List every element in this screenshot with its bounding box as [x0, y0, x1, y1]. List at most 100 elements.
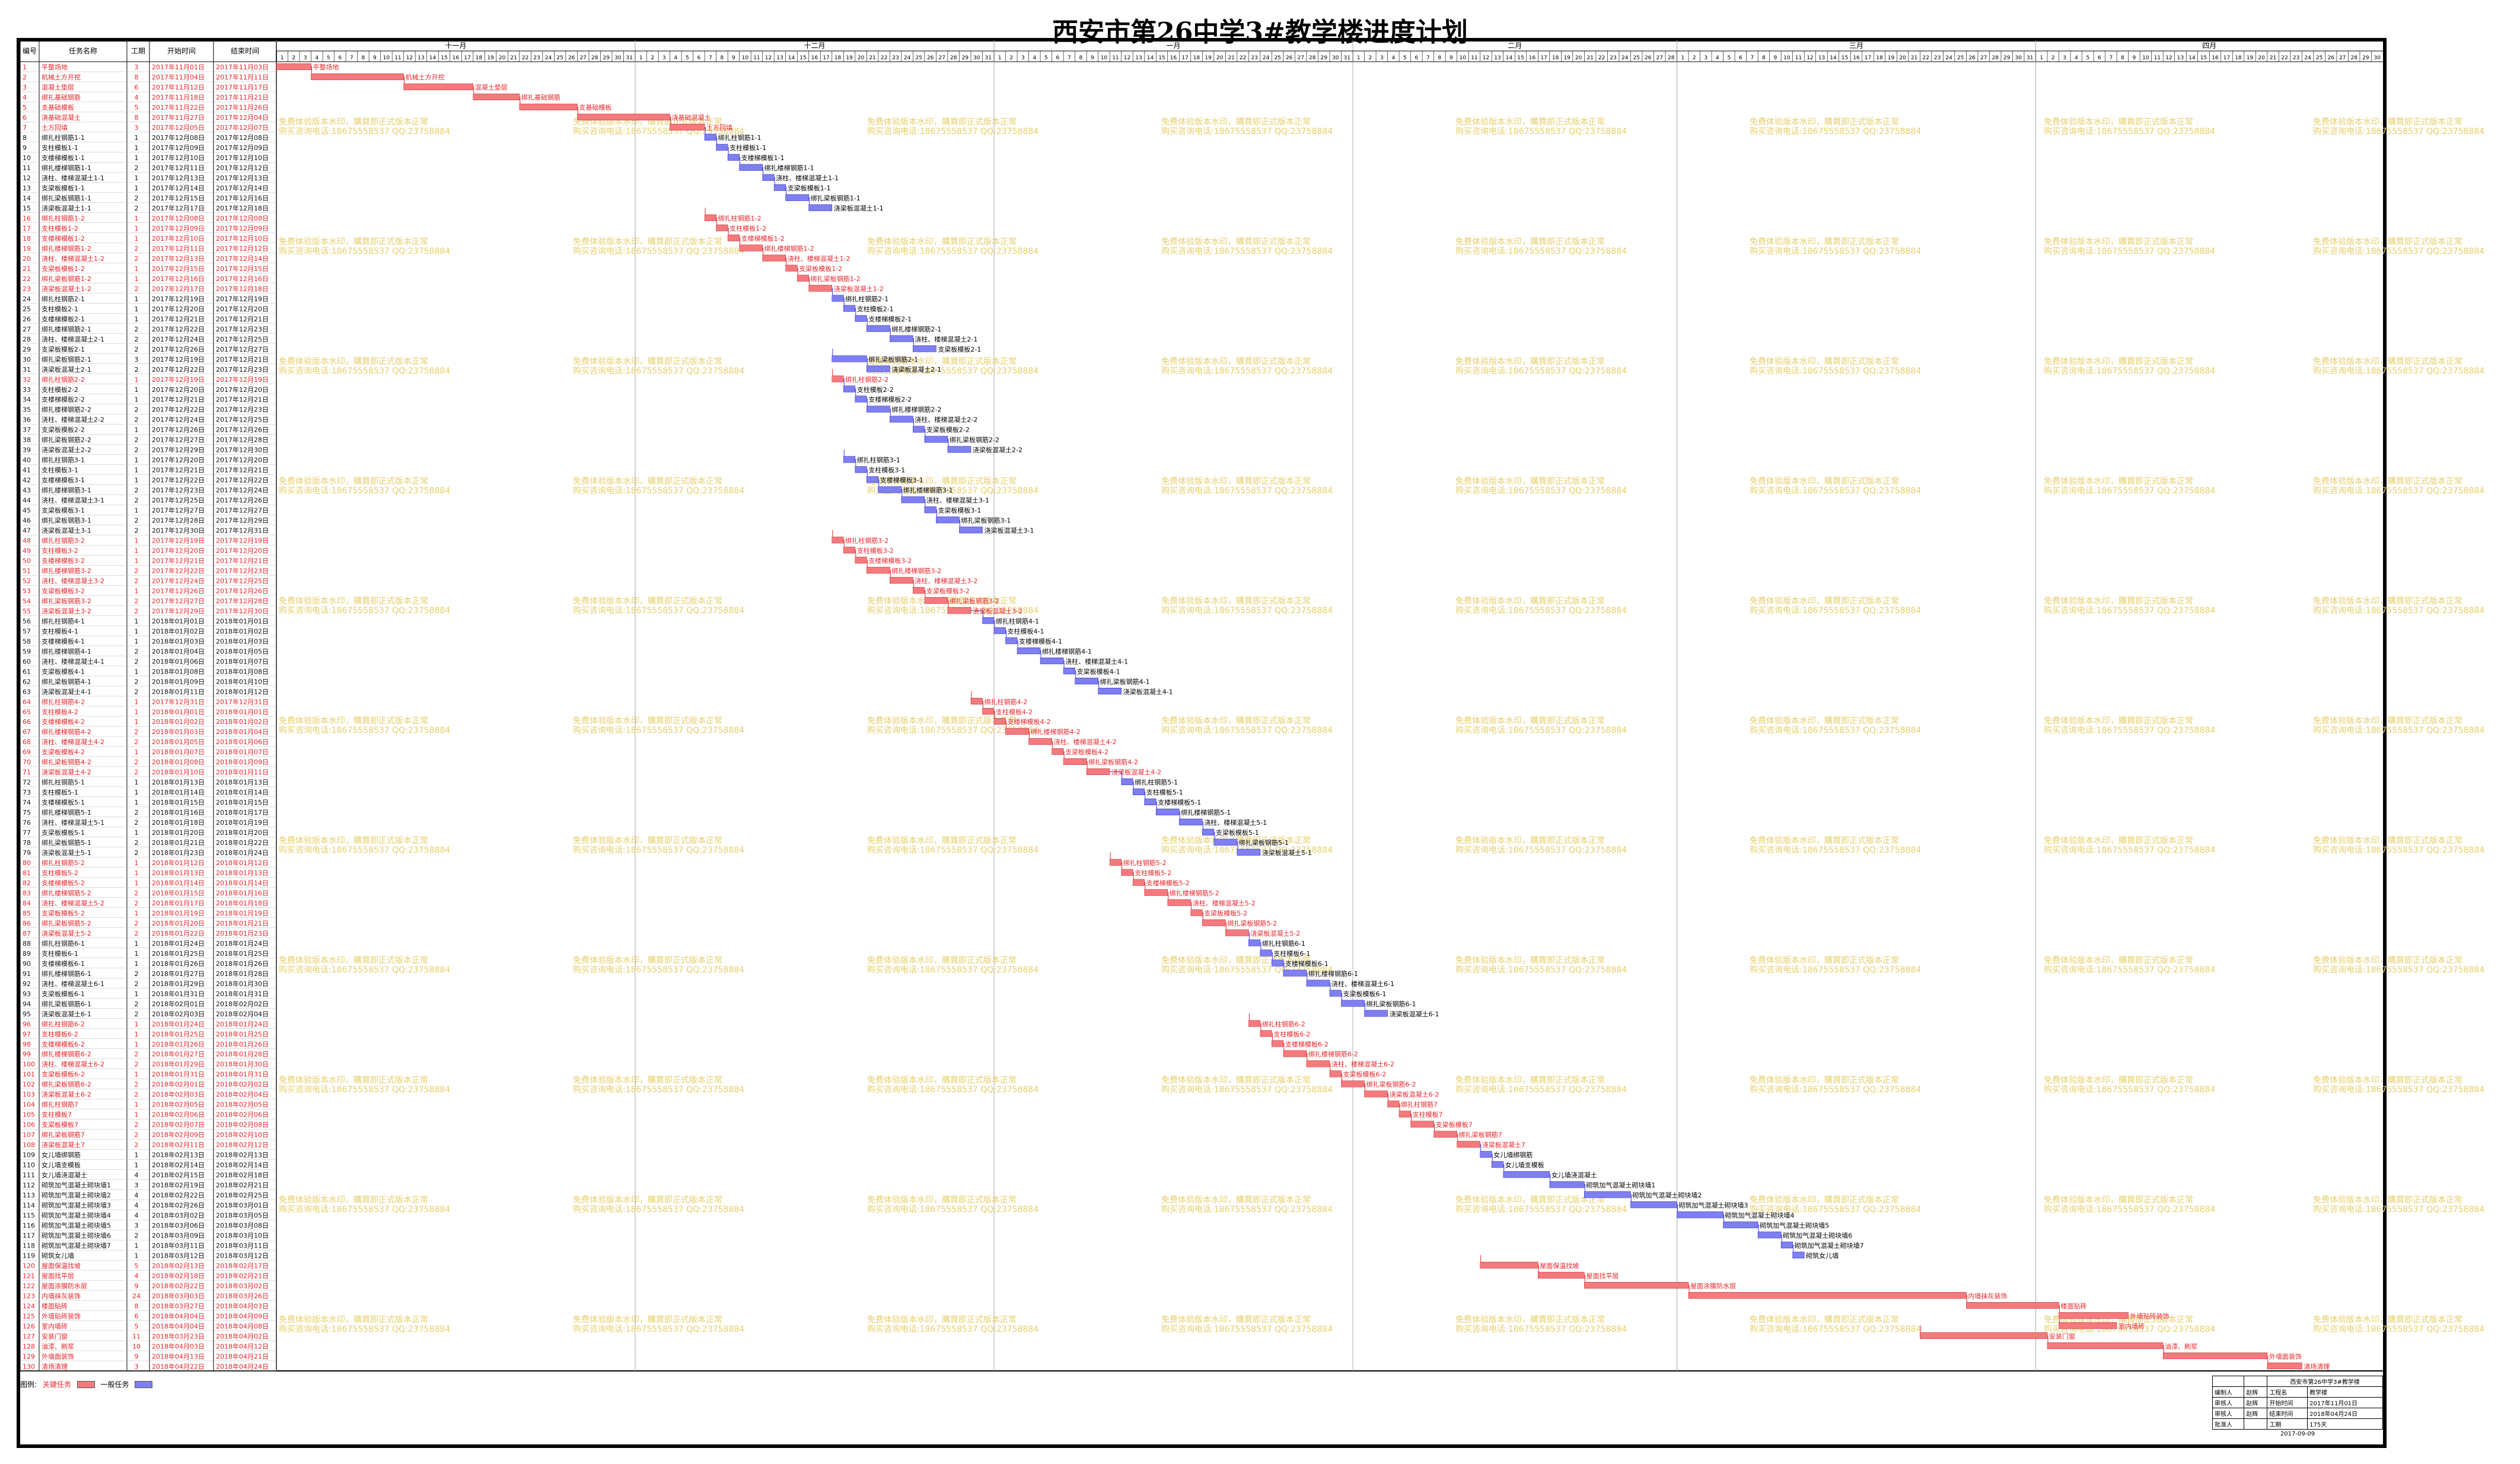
day-label: 11	[2154, 55, 2161, 61]
task-id: 51	[23, 567, 31, 575]
task-bar	[1144, 798, 1157, 805]
task-bar	[1364, 1090, 1388, 1098]
task-name: 混凝土垫层	[42, 83, 74, 91]
day-label: 12	[765, 55, 772, 61]
task-duration: 1	[135, 315, 139, 323]
task-start: 2017年12月14日	[152, 184, 205, 192]
task-id: 27	[23, 326, 31, 333]
task-duration: 4	[135, 1172, 139, 1179]
dependency-link	[2267, 1355, 2269, 1366]
task-duration: 1	[135, 144, 139, 152]
task-bar-label: 绑扎柱钢筋3-2	[845, 537, 888, 545]
task-end: 2018年01月22日	[216, 838, 269, 847]
task-duration: 3	[135, 1221, 139, 1229]
watermark-text: 免费体验版本水印，購買即正式版本正常	[2313, 1076, 2462, 1085]
dependency-link	[1399, 1103, 1400, 1114]
task-id: 73	[23, 789, 31, 796]
dependency-link	[866, 560, 868, 570]
task-bar	[866, 325, 890, 332]
task-bar	[1086, 768, 1110, 775]
task-bar-label: 支楼梯模板1-2	[741, 234, 785, 243]
dependency-link	[1410, 1114, 1412, 1124]
task-bar	[1005, 637, 1018, 645]
task-bar	[1260, 1030, 1272, 1037]
task-bar	[1063, 668, 1075, 675]
task-duration: 6	[135, 1312, 139, 1320]
task-duration: 1	[135, 275, 139, 283]
task-bar	[1306, 1060, 1330, 1067]
task-bar-label: 支梁板模板1-2	[799, 264, 842, 273]
task-id: 18	[23, 235, 31, 243]
dependency-link	[2047, 1335, 2049, 1346]
day-label: 25	[1633, 55, 1639, 61]
task-bar	[1202, 919, 1226, 926]
tb-cell: 开始时间	[2267, 1397, 2308, 1408]
day-label: 9	[2133, 55, 2136, 61]
task-name: 浇梁板混凝土1-1	[42, 204, 91, 212]
task-duration: 2	[135, 900, 139, 907]
day-label: 14	[1147, 55, 1154, 61]
watermark-text: 免费体验版本水印，購買即正式版本正常	[1750, 477, 1899, 486]
task-bar	[982, 617, 995, 624]
task-id: 114	[23, 1202, 35, 1210]
task-end: 2017年12月23日	[216, 365, 269, 374]
watermark-text: 购买咨询电话:18675558537 QQ:23758884	[2044, 127, 2215, 136]
task-bar	[901, 496, 925, 503]
watermark-text: 免费体验版本水印，購買即正式版本正常	[279, 597, 428, 606]
task-bar-label: 支楼梯模板6-2	[1285, 1040, 1329, 1048]
task-start: 2018年02月03日	[152, 1090, 205, 1099]
day-label: 21	[1586, 55, 1593, 61]
task-name: 外墙贴砖装饰	[42, 1312, 81, 1320]
month-label: 一月	[1167, 42, 1181, 50]
task-id: 74	[23, 799, 31, 806]
day-label: 17	[1540, 55, 1547, 61]
task-name: 绑扎楼梯钢筋5-2	[42, 889, 91, 897]
watermark-text: 购买咨询电话:18675558537 QQ:23758884	[2044, 1085, 2215, 1095]
task-name: 支梁板模板1-1	[42, 184, 85, 192]
day-label: 31	[1344, 55, 1350, 61]
watermark-text: 购买咨询电话:18675558537 QQ:23758884	[1455, 366, 1627, 376]
task-end: 2018年01月24日	[216, 1020, 269, 1028]
task-duration: 2	[135, 1000, 139, 1008]
task-start: 2018年02月22日	[152, 1281, 205, 1290]
task-start: 2017年12月11日	[152, 164, 205, 172]
day-label: 21	[1228, 55, 1234, 61]
task-bar	[1144, 889, 1168, 896]
task-end: 2017年12月16日	[216, 194, 269, 202]
watermark-text: 免费体验版本水印，購買即正式版本正常	[867, 716, 1017, 726]
day-label: 13	[1494, 55, 1500, 61]
watermark-text: 免费体验版本水印，購買即正式版本正常	[279, 1195, 428, 1205]
task-end: 2017年12月23日	[216, 406, 269, 414]
day-label: 8	[1438, 55, 1442, 61]
task-id: 20	[23, 255, 31, 263]
task-bar-label: 支柱模板1-1	[729, 143, 766, 152]
dependency-link	[1063, 751, 1065, 762]
task-end: 2017年12月14日	[216, 184, 269, 192]
day-label: 2	[1693, 55, 1696, 61]
dependency-link	[959, 519, 960, 530]
watermark-text: 购买咨询电话:18675558537 QQ:23758884	[1161, 1325, 1333, 1334]
task-bar-label: 浇梁板混凝土3-2	[973, 607, 1022, 615]
task-bar-label: 支柱模板1-2	[729, 224, 766, 232]
task-start: 2018年03月02日	[152, 1211, 205, 1219]
watermark-text: 免费体验版本水印，購買即正式版本正常	[1455, 1315, 1605, 1325]
task-name: 支楼梯模板1-2	[42, 234, 85, 243]
task-bar-label: 浇柱、楼梯混凝土5-1	[1204, 818, 1267, 827]
watermark-text: 购买咨询电话:18675558537 QQ:23758884	[1750, 1205, 1921, 1214]
task-start: 2018年01月10日	[152, 768, 205, 776]
task-end: 2017年12月27日	[216, 506, 269, 515]
task-end: 2017年12月23日	[216, 566, 269, 575]
task-duration: 1	[135, 174, 139, 182]
task-duration: 2	[135, 1051, 139, 1058]
task-bar-label: 女儿墙浇混凝土	[1551, 1171, 1597, 1179]
task-end: 2018年02月21日	[216, 1271, 269, 1280]
task-bar-label: 支梁板模板2-1	[938, 345, 981, 353]
task-name: 外墙面装饰	[42, 1352, 74, 1360]
watermark-text: 免费体验版本水印，購買即正式版本正常	[1750, 357, 1899, 366]
task-duration: 1	[135, 1242, 139, 1249]
task-end: 2018年01月24日	[216, 939, 269, 948]
task-id: 56	[23, 617, 31, 625]
dependency-link	[1723, 1214, 1725, 1225]
task-id: 85	[23, 910, 31, 917]
day-label: 3	[2063, 55, 2066, 61]
